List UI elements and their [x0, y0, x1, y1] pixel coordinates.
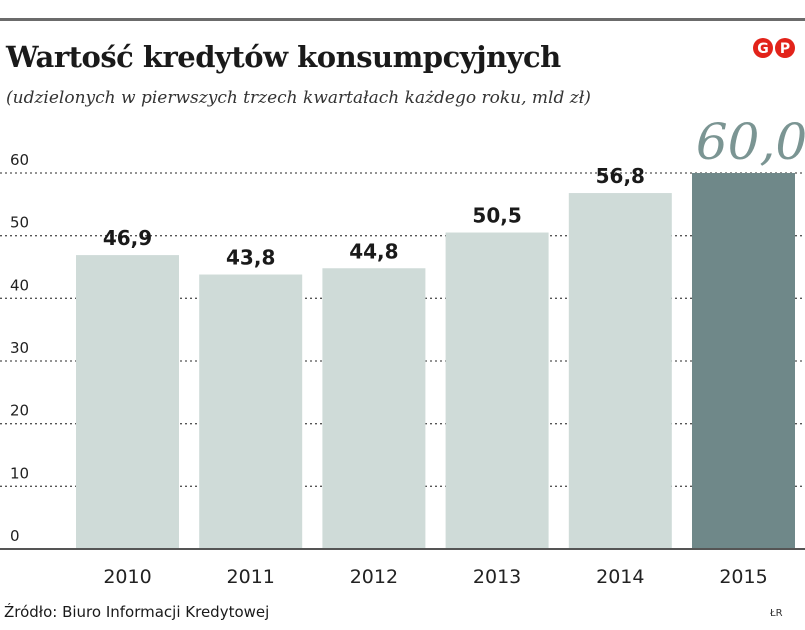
- source-note: Źródło: Biuro Informacji Kredytowej: [4, 603, 270, 621]
- y-tick-label-20: 20: [10, 402, 29, 420]
- bar-2010: [76, 255, 179, 549]
- svg-text:G: G: [757, 41, 769, 57]
- labels: 0 10 20 30 40 50 60 2010 46,9 2011 43,8 2012 44,8 201…: [10, 113, 805, 588]
- y-tick-label-50: 50: [10, 214, 29, 232]
- chart-subtitle: (udzielonych w pierwszych trzech kwartał…: [6, 88, 591, 108]
- bar-2014: [568, 193, 672, 548]
- bars: [76, 173, 795, 549]
- bar-chart: 0 10 20 30 40 50 60 2010 46,9 2011 43,8 2012 44,8 201…: [0, 113, 805, 588]
- y-tick-label-0: 0: [10, 527, 20, 545]
- y-tick-label-40: 40: [10, 276, 29, 294]
- x-tick-label-2015: 2015: [719, 566, 767, 588]
- data-label-2012: 44,8: [349, 239, 398, 263]
- x-tick-label-2014: 2014: [596, 566, 644, 588]
- chart-title: Wartość kredytów konsumpcyjnych: [6, 40, 561, 74]
- x-tick-label-2011: 2011: [227, 566, 275, 588]
- y-tick-label-30: 30: [10, 339, 29, 357]
- data-label-2014: 56,8: [596, 164, 645, 188]
- bar-2012: [322, 268, 426, 548]
- bar-2013: [445, 232, 549, 549]
- data-label-2013: 50,5: [472, 204, 521, 228]
- x-tick-label-2010: 2010: [103, 566, 151, 588]
- data-label-2011: 43,8: [226, 246, 275, 270]
- author-initials: ŁR: [770, 608, 783, 619]
- bar-2011: [199, 274, 303, 548]
- publisher-logo-icon: G P: [753, 38, 795, 58]
- y-tick-label-60: 60: [10, 151, 29, 169]
- bar-2015: [692, 173, 795, 548]
- data-label-2010: 46,9: [103, 226, 152, 250]
- x-tick-label-2012: 2012: [350, 566, 398, 588]
- y-tick-label-10: 10: [10, 464, 29, 482]
- data-label-2015: 60,0: [696, 113, 805, 171]
- x-tick-label-2013: 2013: [473, 566, 521, 588]
- svg-text:P: P: [780, 41, 790, 57]
- top-rule: [0, 18, 805, 21]
